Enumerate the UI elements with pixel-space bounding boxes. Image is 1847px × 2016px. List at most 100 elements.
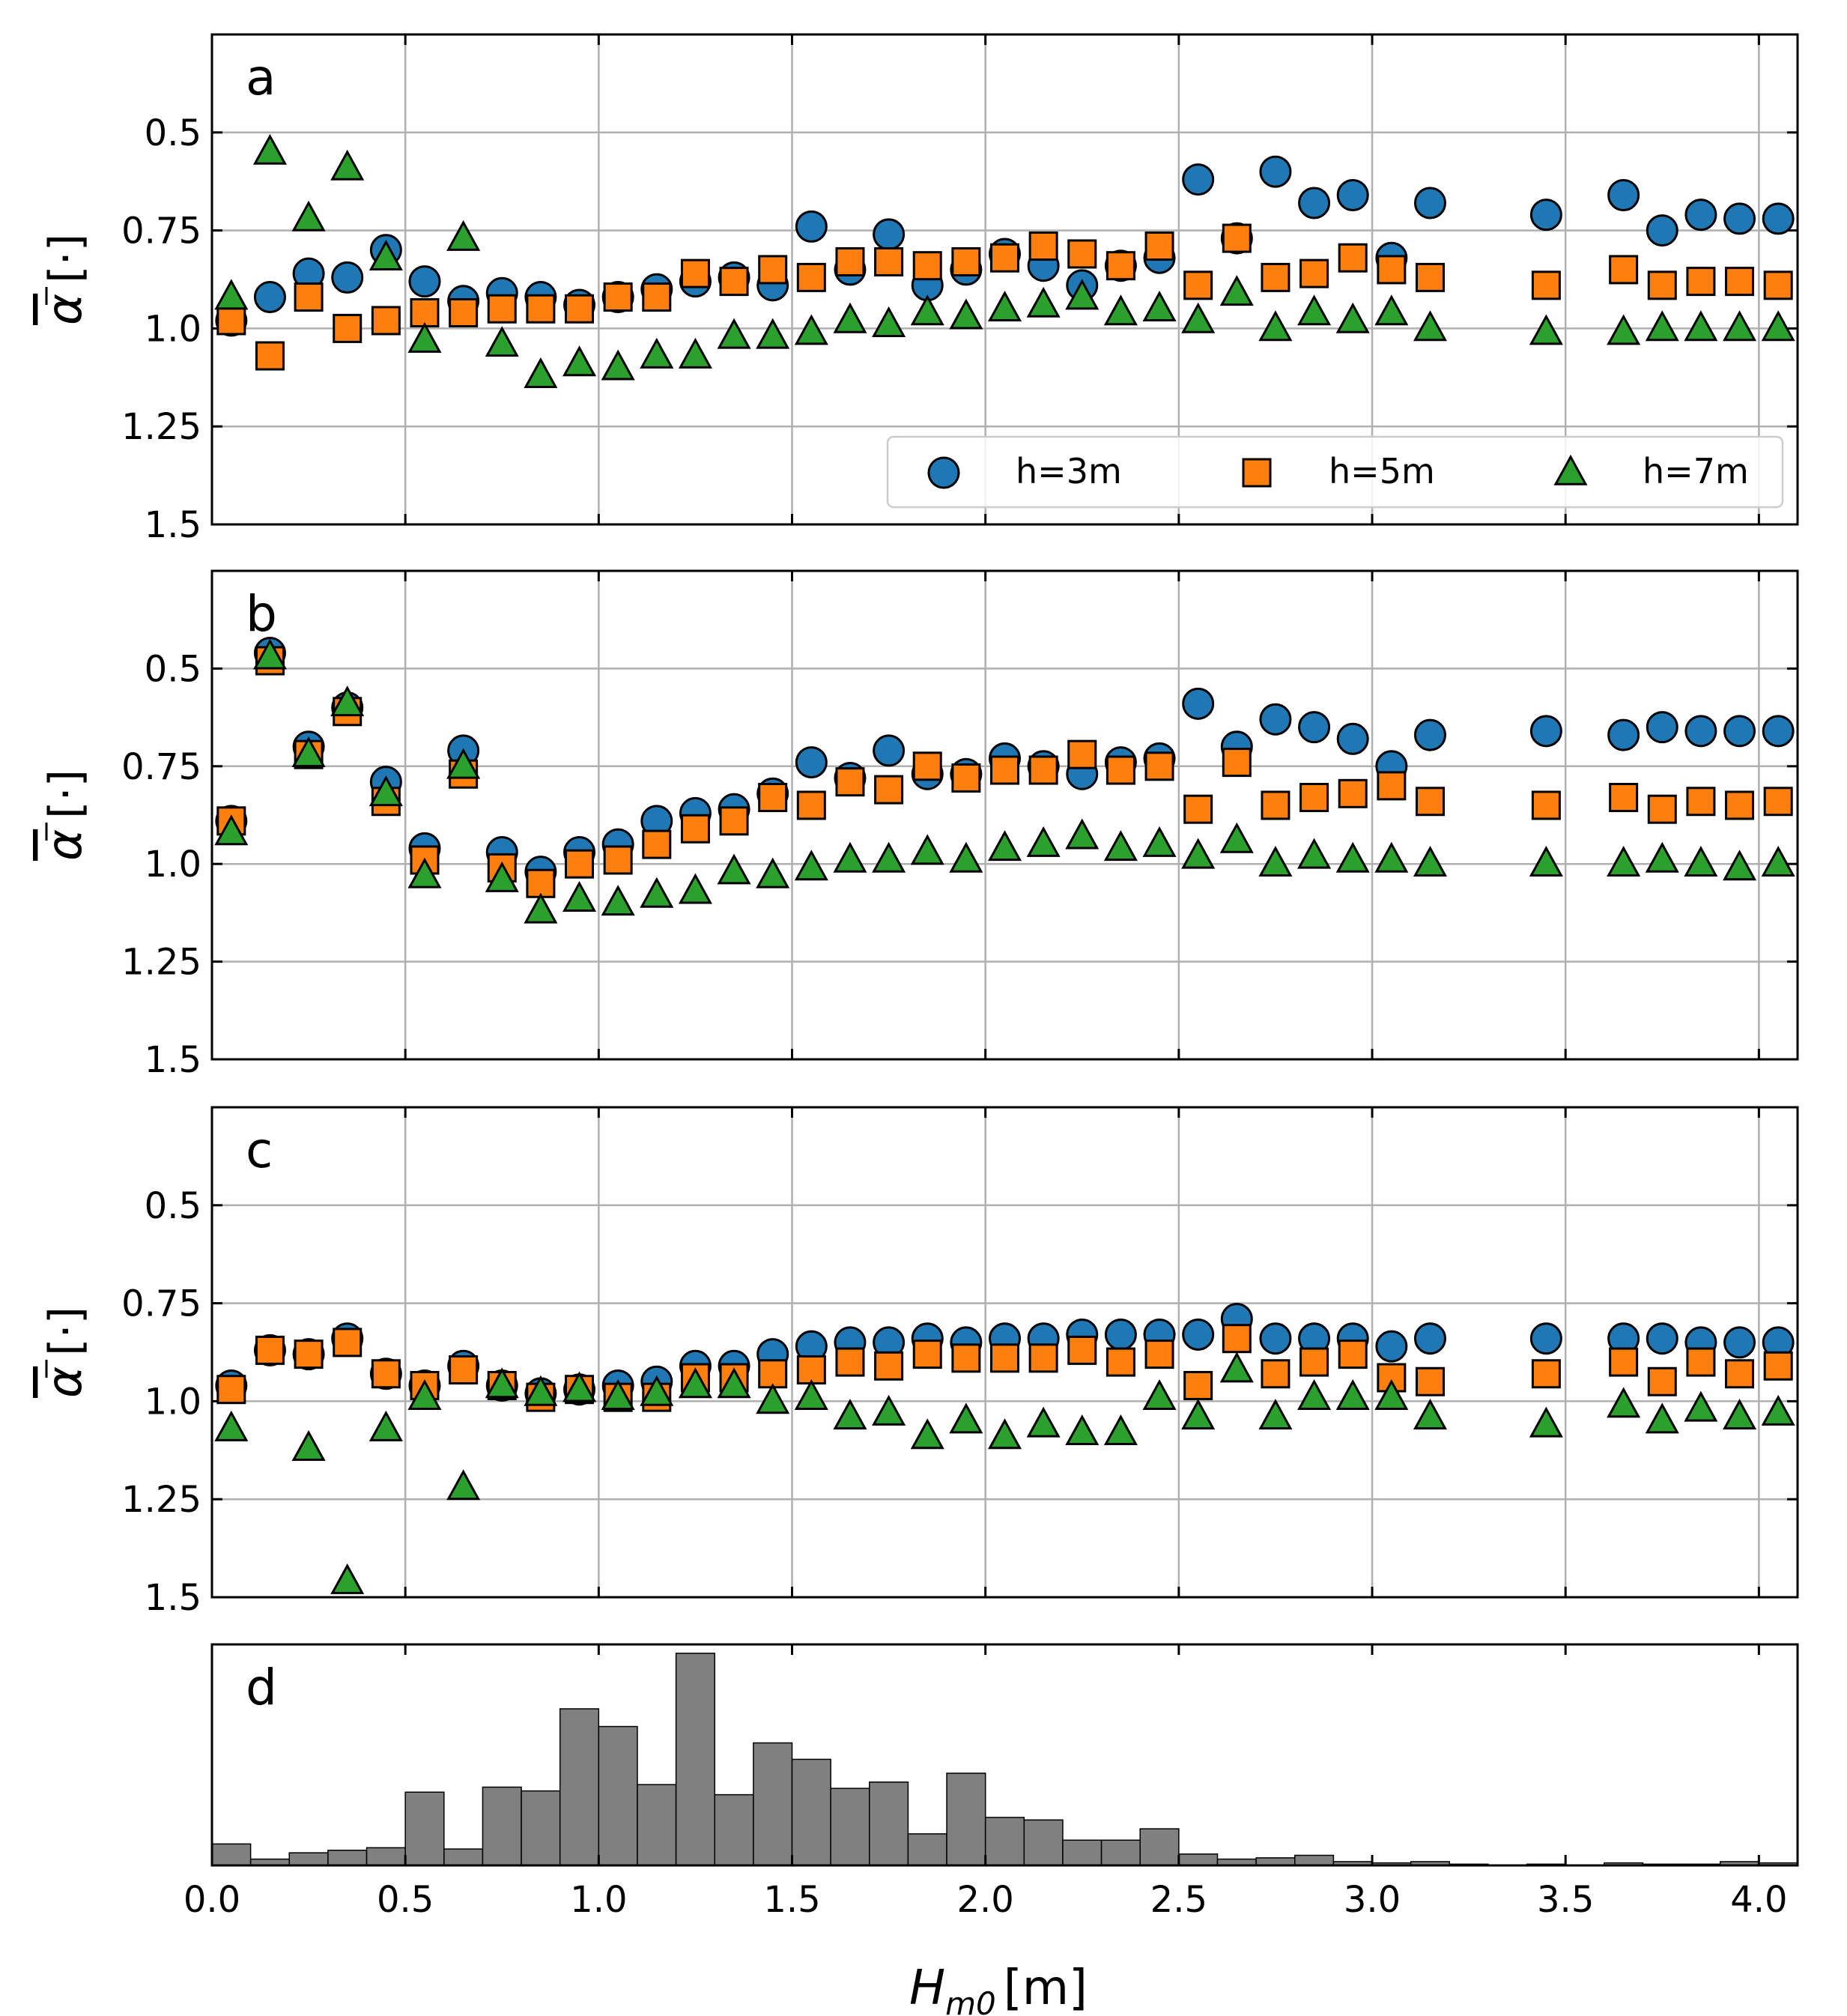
marker-triangle (1103, 1414, 1138, 1446)
marker-circle (1182, 1318, 1215, 1351)
hist-bar (830, 1788, 870, 1866)
scatter-panels: 0.5 0.75 1.0 1.25 1.5 a α[·] h=3m h=5m h=7m 0.5 0.7… (37, 33, 1799, 1619)
marker-triangle (485, 861, 519, 892)
marker-square (1106, 755, 1135, 785)
marker-square (1299, 1347, 1329, 1377)
marker-square (1028, 231, 1058, 261)
marker-square (990, 755, 1019, 785)
marker-triangle (524, 892, 558, 924)
marker-triangle (833, 1399, 867, 1430)
hist-bar (443, 1848, 484, 1866)
marker-square (1106, 251, 1135, 281)
marker-triangle (446, 220, 481, 251)
x-label-main: H (909, 1961, 945, 2016)
hist-bar (288, 1852, 329, 1866)
hist-bar (1023, 1819, 1064, 1866)
marker-square (835, 1347, 865, 1377)
marker-square (1338, 778, 1368, 808)
marker-triangle (640, 337, 674, 369)
marker-triangle (1413, 310, 1448, 342)
y-tick-label: 1.25 (121, 406, 201, 448)
marker-square (951, 246, 981, 276)
marker-square (1144, 751, 1174, 781)
marker-square (1609, 1347, 1639, 1377)
y-label-unit: [·] (40, 769, 92, 819)
marker-triangle (601, 885, 635, 916)
marker-circle (795, 210, 828, 243)
marker-circle (1762, 202, 1795, 235)
marker-triangle (756, 318, 790, 349)
marker-triangle (1258, 1399, 1293, 1430)
marker-square (1725, 1359, 1755, 1389)
x-tick-label: 2.5 (1150, 1879, 1207, 1921)
y-tick-label: 1.0 (145, 308, 201, 350)
marker-triangle (678, 337, 712, 369)
marker-square (1144, 231, 1174, 261)
marker-triangle (872, 1394, 906, 1426)
marker-square (912, 1340, 942, 1369)
marker-triangle (1607, 314, 1641, 345)
marker-circle (1413, 187, 1446, 220)
marker-triangle (756, 857, 790, 889)
marker-square (1415, 1366, 1445, 1396)
marker-triangle (1181, 1399, 1216, 1430)
marker-square (1183, 270, 1213, 300)
marker-square (1338, 243, 1368, 273)
marker-square (1067, 739, 1097, 769)
marker-square (333, 313, 363, 343)
marker-circle (1259, 703, 1292, 736)
marker-circle (331, 261, 364, 294)
marker-triangle (1723, 1399, 1757, 1430)
marker-triangle (717, 318, 751, 349)
x-label-sub: m0 (945, 1985, 996, 2016)
marker-triangle (1026, 286, 1061, 318)
marker-triangle (1258, 846, 1293, 877)
x-tick-label: 3.0 (1344, 1879, 1401, 1921)
panel-frame (210, 1643, 1799, 1867)
marker-square (294, 282, 324, 312)
marker-square (796, 262, 826, 292)
marker-triangle (369, 775, 403, 807)
marker-triangle (1529, 846, 1563, 877)
panel-letter: d (246, 1659, 277, 1716)
marker-triangle (1761, 310, 1795, 342)
marker-triangle (756, 1383, 790, 1414)
marker-square (1686, 267, 1716, 297)
marker-square (1531, 1359, 1561, 1389)
marker-triangle (1219, 822, 1254, 853)
marker-square (912, 751, 942, 781)
marker-triangle (369, 240, 403, 271)
y-tick-label: 1.5 (145, 1039, 201, 1081)
marker-triangle (1297, 294, 1332, 326)
legend: h=3m h=5m h=7m (886, 435, 1784, 509)
y-label-unit: [·] (40, 1307, 92, 1356)
marker-square (1028, 1343, 1058, 1373)
marker-triangle (1761, 1394, 1795, 1426)
marker-square (1647, 1366, 1677, 1396)
marker-square (758, 783, 788, 813)
marker-triangle (407, 1378, 442, 1410)
marker-square (371, 1359, 401, 1389)
marker-triangle (1413, 1399, 1448, 1430)
marker-square (719, 267, 749, 297)
marker-square (603, 282, 633, 312)
marker-square (1725, 790, 1755, 820)
panel-c: 0.5 0.75 1.0 1.25 1.5 c α[·] (37, 1106, 1799, 1619)
marker-triangle (214, 814, 249, 846)
marker-square (951, 1343, 981, 1373)
y-tick-label: 1.5 (145, 1577, 201, 1619)
marker-square (1242, 458, 1272, 488)
marker-circle (1413, 718, 1446, 751)
hist-bar (211, 1843, 252, 1866)
marker-triangle (1103, 830, 1138, 862)
marker-triangle (1684, 310, 1718, 342)
marker-square (1106, 1347, 1135, 1377)
marker-square (1531, 790, 1561, 820)
hist-bar (1062, 1839, 1103, 1866)
marker-triangle (987, 291, 1022, 322)
marker-triangle (1065, 279, 1100, 310)
marker-square (1299, 783, 1329, 813)
marker-square (1763, 787, 1793, 817)
hist-bar (598, 1725, 638, 1866)
